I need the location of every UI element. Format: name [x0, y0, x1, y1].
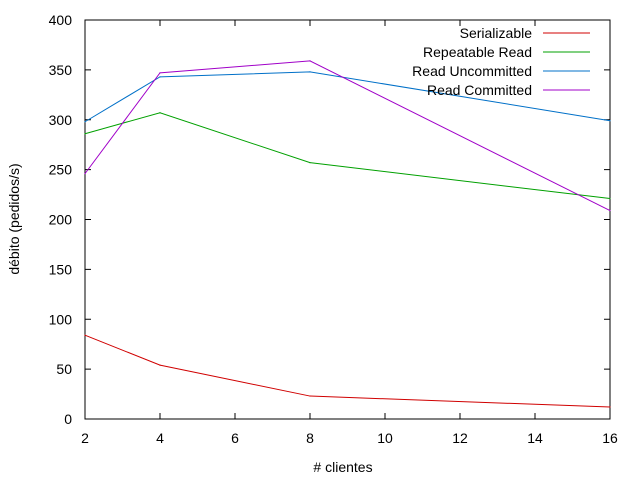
data-point-repeatable-read	[609, 197, 611, 200]
series-line-read-uncommitted	[84, 71, 611, 123]
x-tick-label: 12	[452, 430, 468, 446]
series-line-read-committed	[84, 60, 611, 211]
y-axis-title: débito (pedidos/s)	[6, 163, 22, 274]
series-line-repeatable-read	[84, 112, 611, 200]
y-tick-label: 400	[49, 12, 73, 28]
y-tick-label: 150	[49, 261, 73, 277]
data-point-repeatable-read	[84, 133, 86, 135]
data-point-read-committed	[159, 72, 161, 74]
data-point-read-uncommitted	[159, 76, 161, 78]
data-point-serializable	[84, 334, 86, 336]
legend-label-read-committed: Read Committed	[427, 82, 532, 98]
data-point-read-committed	[609, 209, 611, 212]
y-tick-label: 100	[49, 311, 73, 327]
x-tick-label: 14	[527, 430, 543, 446]
data-point-repeatable-read	[309, 162, 311, 164]
y-tick-label: 200	[49, 212, 73, 228]
legend-label-serializable: Serializable	[460, 25, 533, 41]
legend: Serializable Repeatable Read Read Uncommit…	[412, 25, 590, 98]
x-tick-label: 16	[602, 430, 618, 446]
legend-label-read-uncommitted: Read Uncommitted	[412, 63, 532, 79]
series-lines	[84, 60, 611, 408]
data-point-read-uncommitted	[609, 120, 611, 122]
x-tick-label: 8	[306, 430, 314, 446]
series-line-serializable	[84, 334, 611, 408]
data-point-repeatable-read	[159, 112, 161, 114]
data-point-read-uncommitted	[309, 71, 311, 73]
data-point-read-committed	[84, 173, 86, 175]
data-point-read-committed	[309, 60, 311, 62]
y-tick-label: 350	[49, 62, 73, 78]
y-tick-label: 50	[56, 361, 72, 377]
y-tick-label: 300	[49, 112, 73, 128]
x-tick-label: 10	[377, 430, 393, 446]
x-tick-label: 2	[81, 430, 89, 446]
x-tick-label: 4	[156, 430, 164, 446]
x-tick-label: 6	[231, 430, 239, 446]
data-point-read-uncommitted	[84, 121, 86, 123]
legend-label-repeatable-read: Repeatable Read	[423, 44, 532, 60]
data-point-serializable	[609, 406, 611, 408]
x-axis-title: # clientes	[313, 459, 372, 475]
data-point-serializable	[309, 395, 311, 397]
y-tick-label: 250	[49, 162, 73, 178]
axis-ticks: 2 4 6 8 10 12 14 16 0 50 100 150 200 250 300 350 400	[49, 12, 618, 446]
data-point-serializable	[159, 364, 161, 366]
y-tick-label: 0	[64, 411, 72, 427]
